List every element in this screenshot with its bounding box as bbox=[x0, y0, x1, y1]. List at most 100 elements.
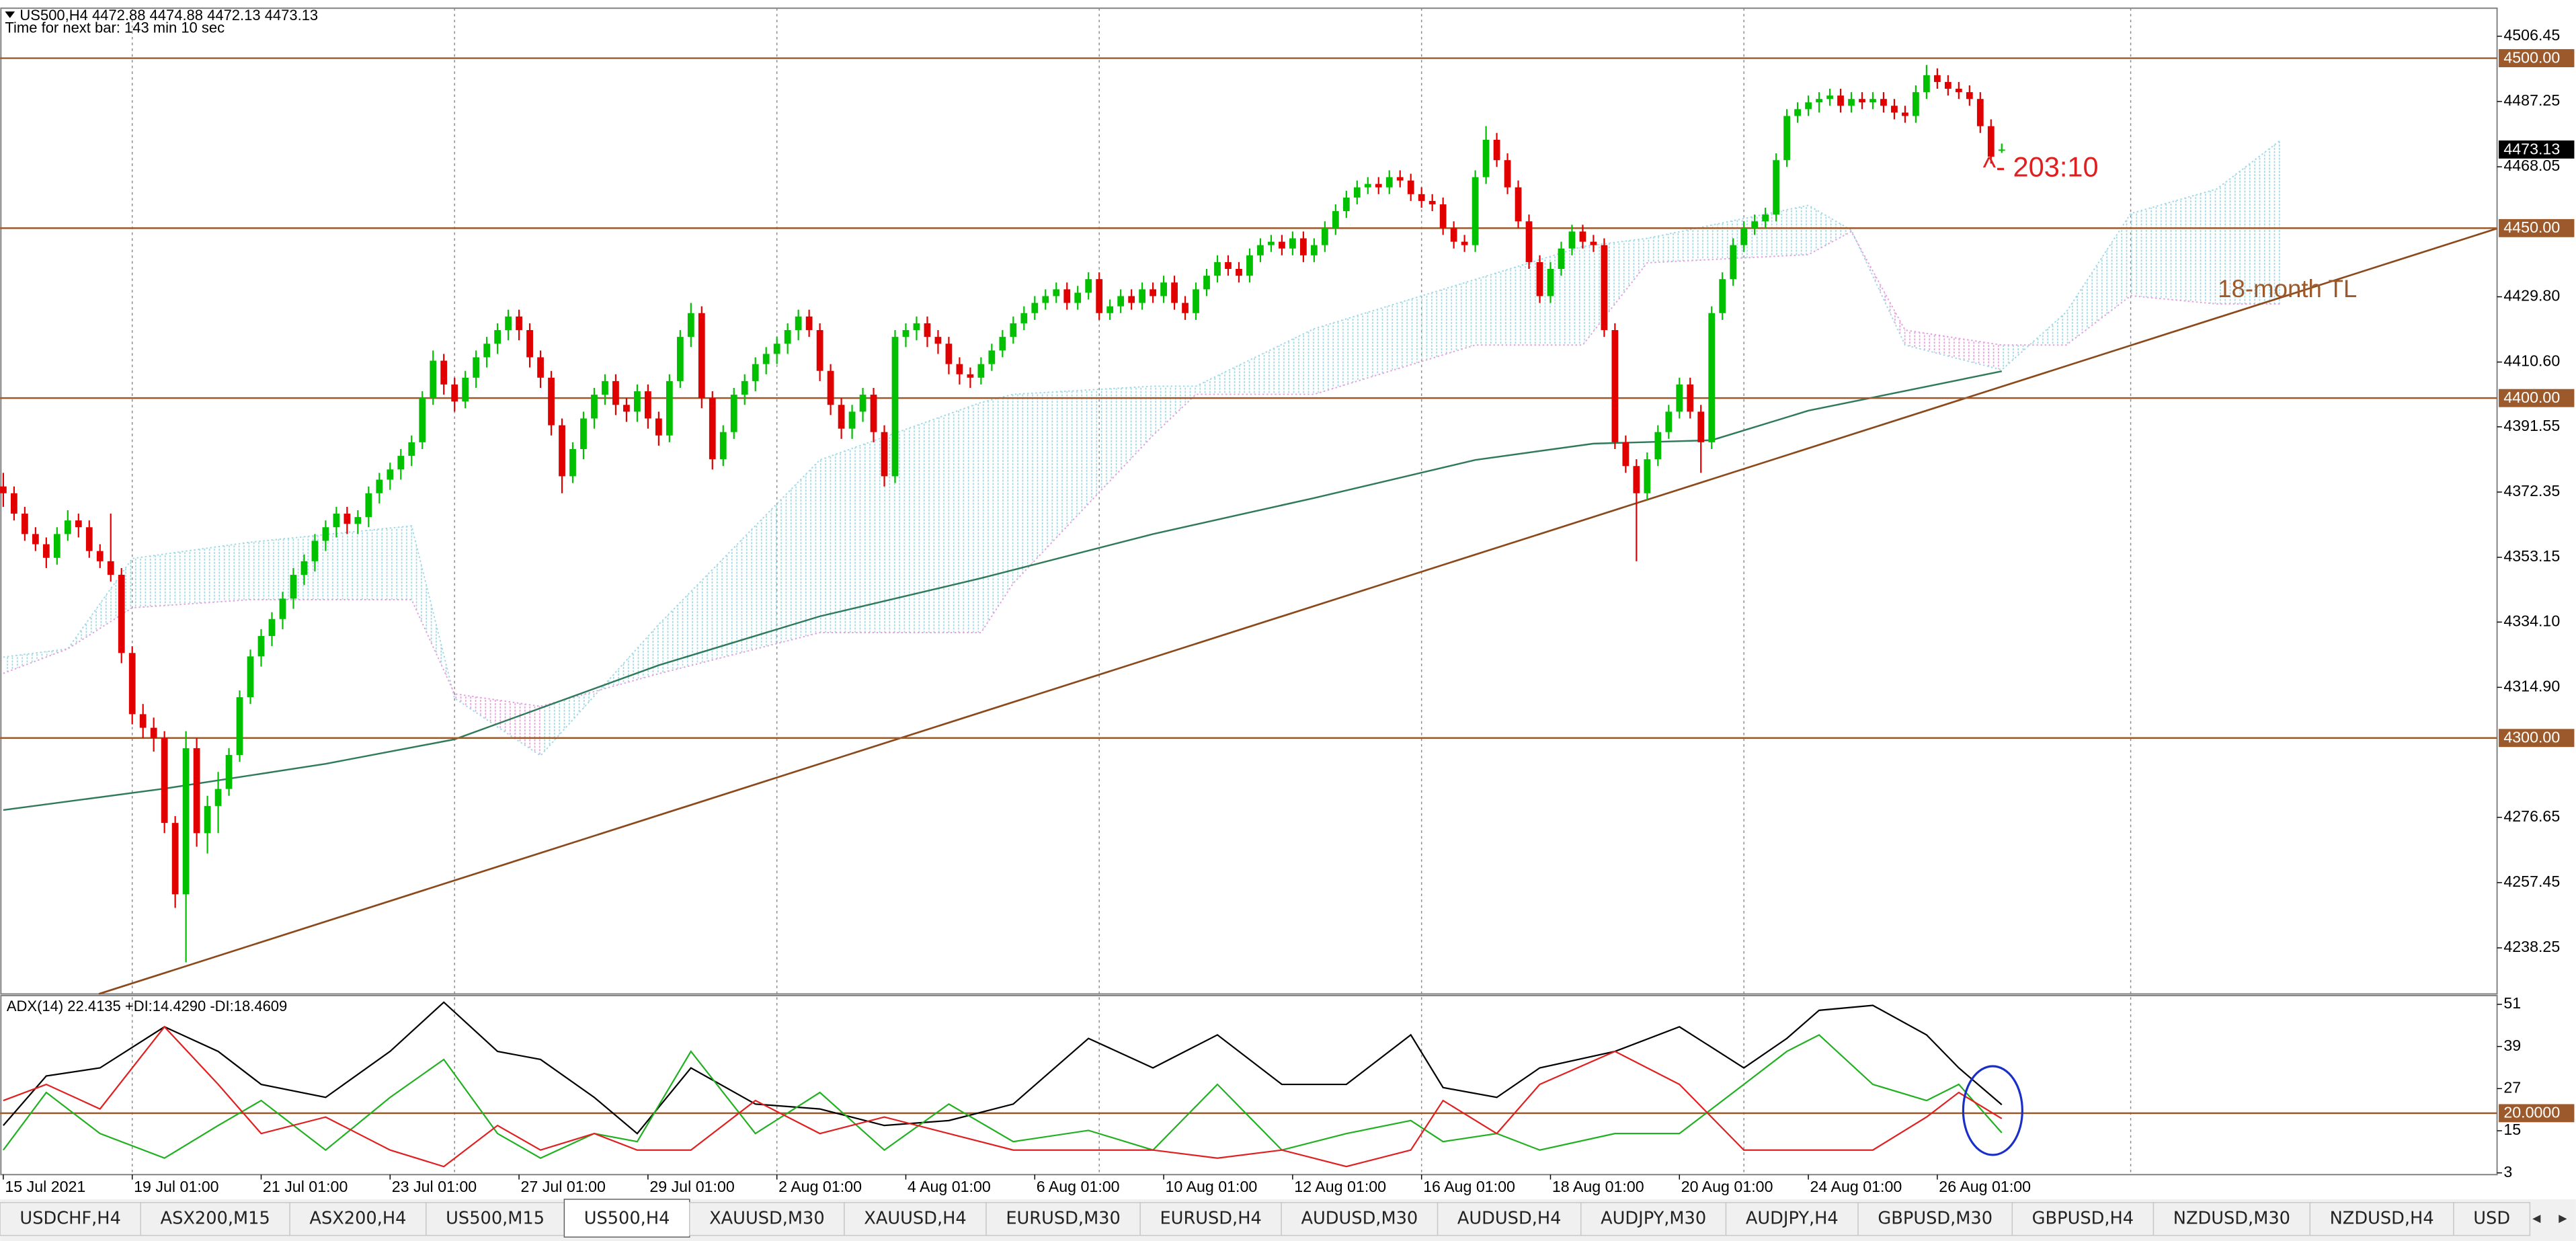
adx-layer bbox=[0, 1001, 2497, 1168]
tab-label[interactable]: NZDUSD,H4 bbox=[2330, 1208, 2434, 1228]
tab-box bbox=[2453, 1202, 2531, 1236]
candle-body bbox=[1719, 279, 1726, 313]
tab-label[interactable]: USD bbox=[2473, 1208, 2510, 1228]
candle-body bbox=[268, 618, 276, 637]
candle-body bbox=[1203, 276, 1210, 290]
y-tick-label: 4257.45 bbox=[2503, 873, 2560, 890]
tab-label[interactable]: USDCHF,H4 bbox=[19, 1208, 120, 1228]
cloud-segment bbox=[3, 649, 68, 674]
tab-label[interactable]: GBPUSD,M30 bbox=[1878, 1208, 1993, 1228]
candle-body bbox=[1913, 92, 1919, 116]
tab-label[interactable]: AUDUSD,M30 bbox=[1301, 1208, 1418, 1228]
candle-body bbox=[1171, 282, 1178, 303]
tab-label[interactable]: EURUSD,H4 bbox=[1160, 1208, 1261, 1228]
candle-body bbox=[1676, 384, 1683, 412]
candle-body bbox=[1515, 187, 1522, 222]
tab[interactable]: AUDUSD,H4 bbox=[1437, 1202, 1582, 1236]
tab[interactable]: US500,H4 bbox=[563, 1199, 690, 1238]
tab-scroll-right[interactable]: ▸ bbox=[2559, 1209, 2567, 1228]
adx-title: ADX(14) 22.4135 +DI:14.4290 -DI:18.4609 bbox=[7, 998, 287, 1014]
candle-body bbox=[1493, 139, 1500, 161]
candle-body bbox=[1214, 262, 1221, 276]
tab-box bbox=[2011, 1202, 2155, 1236]
candle-body bbox=[859, 395, 867, 412]
tab-label[interactable]: US500,M15 bbox=[446, 1208, 545, 1228]
cloud-segment bbox=[1196, 328, 1314, 395]
tab-label[interactable]: AUDJPY,H4 bbox=[1746, 1208, 1839, 1228]
level-label: 4400.00 bbox=[2503, 389, 2560, 406]
candle-body bbox=[1654, 432, 1662, 460]
tab-label[interactable]: AUDUSD,H4 bbox=[1457, 1208, 1562, 1228]
level-label: 4450.00 bbox=[2503, 218, 2560, 236]
tab[interactable]: EURUSD,M30 bbox=[985, 1202, 1141, 1236]
candle-body bbox=[891, 337, 899, 477]
tab[interactable]: XAUUSD,M30 bbox=[689, 1202, 845, 1236]
tab[interactable]: US500,M15 bbox=[426, 1202, 565, 1236]
tab-label[interactable]: NZDUSD,M30 bbox=[2173, 1208, 2290, 1228]
y-tick-label: 27 bbox=[2503, 1078, 2521, 1096]
tab[interactable]: GBPUSD,H4 bbox=[2011, 1202, 2155, 1236]
tab[interactable]: AUDJPY,H4 bbox=[1725, 1202, 1859, 1236]
candle-body bbox=[42, 544, 50, 558]
candle-body bbox=[559, 425, 565, 477]
tab-scroll-left[interactable]: ◂ bbox=[2532, 1209, 2540, 1228]
tab[interactable]: NZDUSD,M30 bbox=[2152, 1202, 2311, 1236]
tab-label[interactable]: XAUUSD,H4 bbox=[864, 1208, 966, 1228]
candle-body bbox=[171, 823, 179, 895]
tab[interactable]: XAUUSD,H4 bbox=[844, 1202, 987, 1236]
candle-body bbox=[494, 330, 501, 344]
candle-body bbox=[773, 344, 780, 354]
annotation: ^- 203:10 bbox=[1983, 151, 2099, 183]
candle-body bbox=[1730, 245, 1737, 280]
cloud-segment bbox=[1475, 246, 1583, 346]
level-label-box bbox=[2499, 729, 2575, 748]
level-label-box bbox=[2499, 49, 2575, 67]
candle-body bbox=[333, 514, 340, 528]
chart-title: US500,H4 4472.88 4474.88 4472.13 4473.13 bbox=[19, 7, 318, 24]
x-tick-label: 12 Aug 01:00 bbox=[1294, 1178, 1386, 1195]
candle-body bbox=[236, 697, 243, 756]
candle-body bbox=[1848, 99, 1855, 106]
candle-body bbox=[719, 432, 727, 460]
tab-label[interactable]: ASX200,H4 bbox=[309, 1208, 406, 1228]
candle-body bbox=[1246, 255, 1253, 276]
cloud-segment bbox=[1851, 230, 1905, 346]
tab-label[interactable]: EURUSD,M30 bbox=[1006, 1208, 1120, 1228]
tab-label[interactable]: ASX200,M15 bbox=[161, 1208, 270, 1228]
candle-body bbox=[1773, 160, 1780, 215]
candle-body bbox=[977, 364, 985, 378]
tab[interactable]: AUDJPY,M30 bbox=[1580, 1202, 1727, 1236]
candle-body bbox=[161, 737, 168, 824]
tab-label[interactable]: AUDJPY,M30 bbox=[1601, 1208, 1706, 1228]
tab[interactable]: USDCHF,H4 bbox=[0, 1202, 141, 1236]
x-tick-label: 10 Aug 01:00 bbox=[1166, 1178, 1258, 1195]
tab[interactable]: EURUSD,H4 bbox=[1139, 1202, 1282, 1236]
tab-label[interactable]: GBPUSD,H4 bbox=[2032, 1208, 2134, 1228]
level-label: 4300.00 bbox=[2503, 729, 2560, 746]
candle-body bbox=[10, 493, 17, 514]
tab[interactable]: ASX200,H4 bbox=[289, 1202, 427, 1236]
candle-body bbox=[1783, 116, 1790, 161]
main-layer: ^- 203:10 18-month TL bbox=[0, 57, 2498, 995]
candle-body bbox=[1418, 194, 1425, 201]
tab[interactable]: ASX200,M15 bbox=[140, 1202, 290, 1236]
candle-body bbox=[848, 411, 856, 429]
indicator-line bbox=[3, 1034, 2003, 1159]
y-tick-label: 4334.10 bbox=[2503, 612, 2560, 629]
collapse-icon[interactable] bbox=[5, 11, 15, 18]
tab-box bbox=[1139, 1202, 1282, 1236]
candle-body bbox=[1794, 109, 1801, 116]
tab-label[interactable]: US500,H4 bbox=[584, 1208, 670, 1228]
candle-body bbox=[85, 527, 93, 551]
tab[interactable]: AUDUSD,M30 bbox=[1281, 1202, 1439, 1236]
tab[interactable]: USD bbox=[2453, 1202, 2531, 1236]
tab[interactable]: GBPUSD,M30 bbox=[1857, 1202, 2013, 1236]
candle-body bbox=[1880, 99, 1887, 106]
tab-label[interactable]: XAUUSD,M30 bbox=[709, 1208, 825, 1228]
candle-body bbox=[902, 330, 910, 337]
y-tick-label: 15 bbox=[2503, 1121, 2521, 1138]
tab[interactable]: NZDUSD,H4 bbox=[2309, 1202, 2454, 1236]
candle-body bbox=[1697, 411, 1705, 442]
candle-body bbox=[1439, 204, 1447, 229]
candle-body bbox=[580, 418, 587, 449]
